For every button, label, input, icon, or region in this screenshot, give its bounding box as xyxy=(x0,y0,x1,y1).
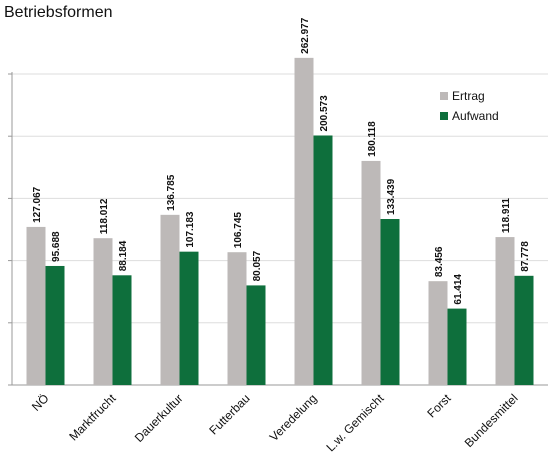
x-tick-label: NÖ xyxy=(29,391,52,414)
legend-swatch xyxy=(440,92,448,100)
value-label: 118.012 xyxy=(99,198,110,234)
value-label: 200.573 xyxy=(319,95,330,132)
bar xyxy=(495,237,515,385)
bar xyxy=(160,214,180,385)
value-label: 95.688 xyxy=(51,231,62,262)
legend-swatch xyxy=(440,112,448,120)
value-label: 88.184 xyxy=(118,240,129,271)
value-label: 136.785 xyxy=(166,174,177,211)
value-label: 262.977 xyxy=(300,17,311,54)
bar xyxy=(294,57,314,385)
bar xyxy=(26,226,46,385)
value-label: 87.778 xyxy=(520,241,531,272)
bar xyxy=(313,135,333,385)
bar xyxy=(227,252,247,385)
x-tick-label: Forst xyxy=(424,391,454,421)
value-label: 133.439 xyxy=(386,178,397,215)
value-label: 107.183 xyxy=(185,211,196,248)
x-tick-label: Dauerkultur xyxy=(132,391,186,445)
bar xyxy=(428,281,448,385)
value-label: 106.745 xyxy=(233,212,244,249)
bar xyxy=(179,251,199,385)
x-tick-label: Marktfrucht xyxy=(66,391,119,444)
value-label: 118.911 xyxy=(501,198,512,233)
bar xyxy=(447,308,467,385)
x-tick-label: Bundesmittel xyxy=(462,391,521,450)
bar xyxy=(380,219,400,385)
bar xyxy=(246,285,266,385)
chart-title: Betriebsformen xyxy=(4,4,113,21)
value-label: 180.118 xyxy=(367,121,378,157)
bar xyxy=(361,160,381,385)
bar xyxy=(112,275,132,385)
bar xyxy=(93,238,113,385)
value-label: 83.456 xyxy=(434,246,445,277)
bar xyxy=(514,275,534,385)
value-label: 61.414 xyxy=(453,274,464,305)
legend-label: Aufwand xyxy=(452,109,499,123)
value-label: 80.057 xyxy=(252,250,263,281)
x-tick-label: Veredelung xyxy=(267,391,320,444)
legend-label: Ertrag xyxy=(452,89,485,103)
x-tick-label: L.w. Gemischt xyxy=(323,391,387,455)
bar xyxy=(45,265,65,385)
x-tick-label: Futterbau xyxy=(206,391,252,437)
value-label: 127.067 xyxy=(32,186,43,223)
